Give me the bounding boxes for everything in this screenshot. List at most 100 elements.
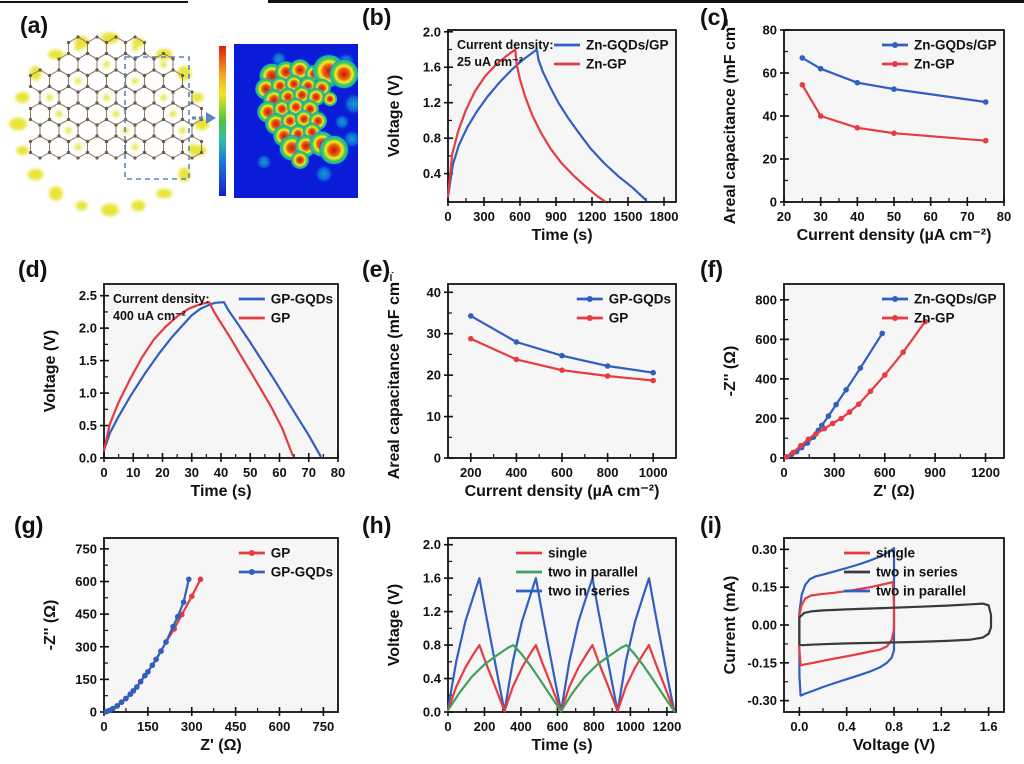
svg-text:0.4: 0.4 (838, 719, 857, 734)
colorbar (219, 46, 226, 196)
svg-text:0.30: 0.30 (752, 542, 777, 557)
svg-text:single: single (876, 546, 916, 561)
panel-e-label: (e) (362, 256, 391, 282)
arrow-icon (192, 112, 216, 124)
svg-text:600: 600 (509, 209, 531, 224)
svg-text:-Z'' (Ω): -Z'' (Ω) (42, 600, 59, 651)
svg-text:Zn-GP: Zn-GP (914, 311, 955, 326)
svg-text:Current density (µA cm⁻²): Current density (µA cm⁻²) (797, 227, 992, 244)
svg-text:Voltage (V): Voltage (V) (386, 75, 403, 157)
panel-g-chart: 0 150 300 450 600 750 0 150 300 450 600 750 Z' (Ω) -Z… (40, 526, 352, 758)
svg-text:20: 20 (155, 465, 169, 480)
svg-text:70: 70 (960, 209, 974, 224)
molecule-isosurface-image (9, 32, 209, 217)
svg-text:1200: 1200 (971, 465, 1000, 480)
svg-text:Z' (Ω): Z' (Ω) (873, 483, 915, 500)
svg-text:0.4: 0.4 (423, 671, 442, 686)
svg-text:Time (s): Time (s) (531, 737, 592, 754)
svg-text:900: 900 (924, 465, 946, 480)
svg-text:30: 30 (813, 209, 827, 224)
panel-b-chart: 0 300 600 900 1200 1500 1800 0.4 0.8 1.2 1.6 2.0 Tim… (384, 18, 690, 248)
svg-text:150: 150 (75, 672, 97, 687)
panel-d-chart: 0 10 20 30 40 50 60 70 80 0.0 0.5 1.0 1.5 2.0 2.5 Time … (40, 272, 352, 504)
svg-text:Zn-GP: Zn-GP (914, 57, 955, 72)
svg-text:0.8: 0.8 (423, 638, 441, 653)
svg-text:Areal capacitance (mF cm⁻²): Areal capacitance (mF cm⁻²) (722, 18, 739, 224)
svg-text:10: 10 (427, 409, 441, 424)
svg-text:0.8: 0.8 (885, 719, 903, 734)
svg-text:0.0: 0.0 (79, 451, 97, 466)
svg-text:Current density:: Current density: (113, 292, 210, 306)
svg-text:0: 0 (90, 705, 97, 720)
svg-text:Zn-GP: Zn-GP (586, 57, 627, 72)
svg-text:1200: 1200 (652, 719, 681, 734)
svg-text:1.6: 1.6 (423, 60, 441, 75)
panel-d: (d) 0 10 20 30 40 50 60 70 80 0.0 0.5 1.0 1.5 2.0 2.5 T… (6, 256, 358, 508)
panel-g-label: (g) (14, 512, 44, 538)
panel-b-label: (b) (362, 4, 392, 30)
svg-text:300: 300 (181, 719, 203, 734)
svg-text:GP-GQDs: GP-GQDs (271, 292, 333, 307)
svg-text:-0.30: -0.30 (747, 693, 777, 708)
svg-text:600: 600 (75, 574, 97, 589)
svg-text:1.6: 1.6 (980, 719, 998, 734)
panel-i-chart: 0.0 0.4 0.8 1.2 1.6 -0.30 -0.15 0.00 0.15 0.30 Vol… (720, 526, 1018, 758)
svg-text:Time (s): Time (s) (190, 483, 251, 500)
svg-text:300: 300 (473, 209, 495, 224)
svg-text:750: 750 (75, 541, 97, 556)
svg-text:Current density (µA cm⁻²): Current density (µA cm⁻²) (465, 483, 660, 500)
svg-text:20: 20 (777, 209, 791, 224)
svg-text:GP: GP (271, 311, 291, 326)
svg-text:two in parallel: two in parallel (548, 565, 638, 580)
svg-text:40: 40 (850, 209, 864, 224)
svg-text:1800: 1800 (650, 209, 679, 224)
svg-text:60: 60 (923, 209, 937, 224)
svg-text:50: 50 (243, 465, 257, 480)
svg-text:0.8: 0.8 (423, 131, 441, 146)
panel-g: (g) 0 150 300 450 600 750 0 150 300 450 600 750 Z' (… (6, 512, 358, 762)
svg-text:70: 70 (302, 465, 316, 480)
svg-text:2.5: 2.5 (79, 288, 97, 303)
svg-text:Zn-GQDs/GP: Zn-GQDs/GP (914, 38, 997, 53)
panel-f-chart: 0 300 600 900 1200 0 200 400 600 800 Z' (Ω) -Z'' (Ω… (720, 272, 1018, 504)
svg-text:800: 800 (597, 465, 619, 480)
svg-text:1.2: 1.2 (932, 719, 950, 734)
svg-text:Current density:: Current density: (457, 38, 554, 52)
svg-text:400: 400 (510, 719, 532, 734)
svg-text:two in parallel: two in parallel (876, 584, 966, 599)
svg-text:1.2: 1.2 (423, 604, 441, 619)
svg-text:80: 80 (331, 465, 345, 480)
svg-text:600: 600 (755, 332, 777, 347)
svg-text:400 uA cm⁻²: 400 uA cm⁻² (113, 309, 186, 323)
svg-text:300: 300 (824, 465, 846, 480)
svg-text:0: 0 (770, 451, 777, 466)
top-border-right (268, 0, 1024, 3)
panel-e-chart: 200 400 600 800 1000 0 10 20 30 40 Current density… (384, 263, 690, 504)
svg-text:0.5: 0.5 (79, 418, 97, 433)
svg-text:30: 30 (427, 326, 441, 341)
svg-text:2.0: 2.0 (79, 321, 97, 336)
svg-text:40: 40 (763, 109, 777, 124)
svg-text:0: 0 (770, 195, 777, 210)
svg-text:600: 600 (269, 719, 291, 734)
svg-text:0: 0 (444, 719, 451, 734)
panel-h: (h) 0 200 400 600 800 1000 1200 0.0 0.4 0.8 1.2 1.6… (358, 512, 696, 762)
panel-c-chart: 20 30 40 50 60 70 80 0 20 40 60 80 Current density (… (720, 8, 1018, 248)
svg-text:0.00: 0.00 (752, 618, 777, 633)
panel-a-graphic (6, 6, 366, 250)
panel-b: (b) 0 300 600 900 1200 1500 1800 0.4 0.8 1.2 1.6 2.… (358, 4, 696, 254)
svg-text:-0.15: -0.15 (747, 655, 777, 670)
charge-density-heatmap (234, 44, 366, 198)
svg-text:450: 450 (225, 719, 247, 734)
svg-text:GP: GP (271, 546, 291, 561)
svg-text:30: 30 (185, 465, 199, 480)
svg-text:1000: 1000 (639, 465, 668, 480)
svg-text:40: 40 (427, 285, 441, 300)
svg-text:1200: 1200 (578, 209, 607, 224)
svg-text:0.15: 0.15 (752, 580, 777, 595)
panel-h-chart: 0 200 400 600 800 1000 1200 0.0 0.4 0.8 1.2 1.6 2.0 T… (384, 526, 690, 758)
panel-f-label: (f) (700, 256, 723, 282)
svg-text:200: 200 (755, 411, 777, 426)
svg-text:Zn-GQDs/GP: Zn-GQDs/GP (586, 38, 669, 53)
svg-text:450: 450 (75, 607, 97, 622)
